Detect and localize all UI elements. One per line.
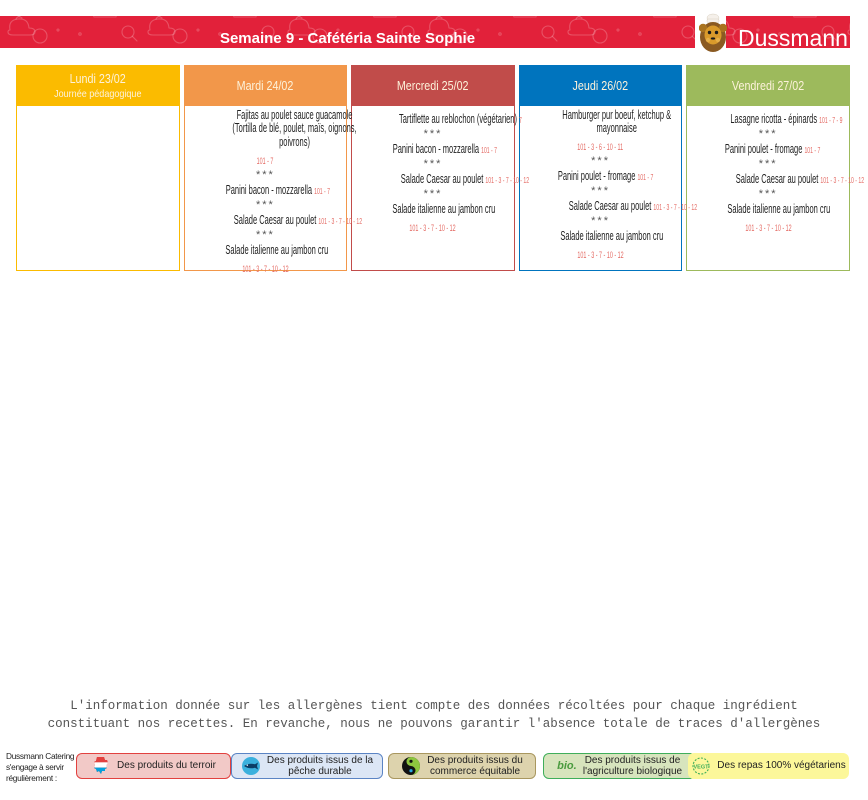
svg-text:VEGT: VEGT	[694, 765, 710, 771]
